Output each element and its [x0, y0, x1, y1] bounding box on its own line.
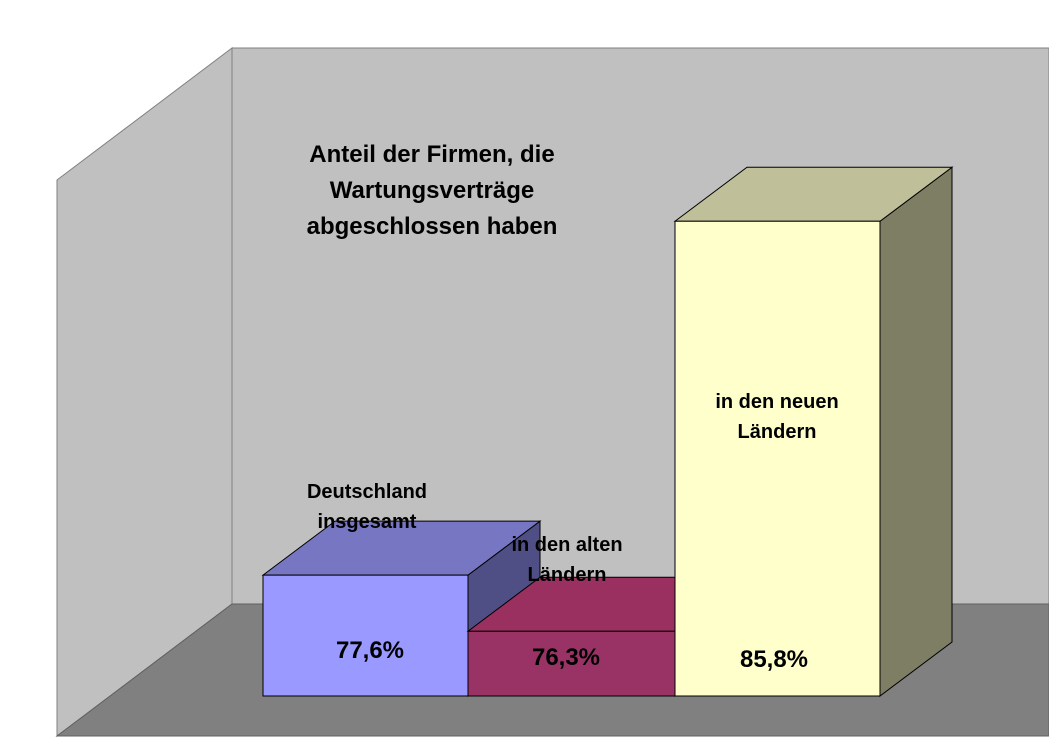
category-label-line: insgesamt — [317, 511, 417, 533]
category-label-line: Ländern — [737, 421, 817, 443]
category-label-deutschland: Deutschland insgesamt — [262, 477, 472, 537]
category-label-line: in den neuen — [715, 391, 839, 413]
data-label-alte-laender: 76,3% — [531, 644, 601, 671]
chart-title-line-2: Wartungsverträge — [329, 177, 535, 204]
chart-title-line-3: abgeschlossen haben — [306, 213, 558, 240]
chart-title-line-1: Anteil der Firmen, die — [309, 141, 555, 168]
bar-side-neue-laender — [879, 166, 953, 697]
category-label-line: Deutschland — [306, 481, 428, 503]
category-label-line: in den alten — [511, 534, 623, 556]
category-label-alte-laender: in den alten Ländern — [462, 530, 672, 590]
bar-neue-laender — [673, 166, 954, 697]
bar-front-neue-laender — [674, 220, 881, 697]
data-label-deutschland: 77,6% — [335, 637, 405, 664]
bar-front-deutschland — [262, 574, 469, 697]
category-label-line: Ländern — [527, 564, 607, 586]
chart-title: Anteil der Firmen, die Wartungsverträge … — [252, 137, 612, 245]
bars-group — [261, 166, 954, 697]
data-label-neue-laender: 85,8% — [739, 646, 809, 673]
category-label-neue-laender: in den neuen Ländern — [672, 387, 882, 447]
